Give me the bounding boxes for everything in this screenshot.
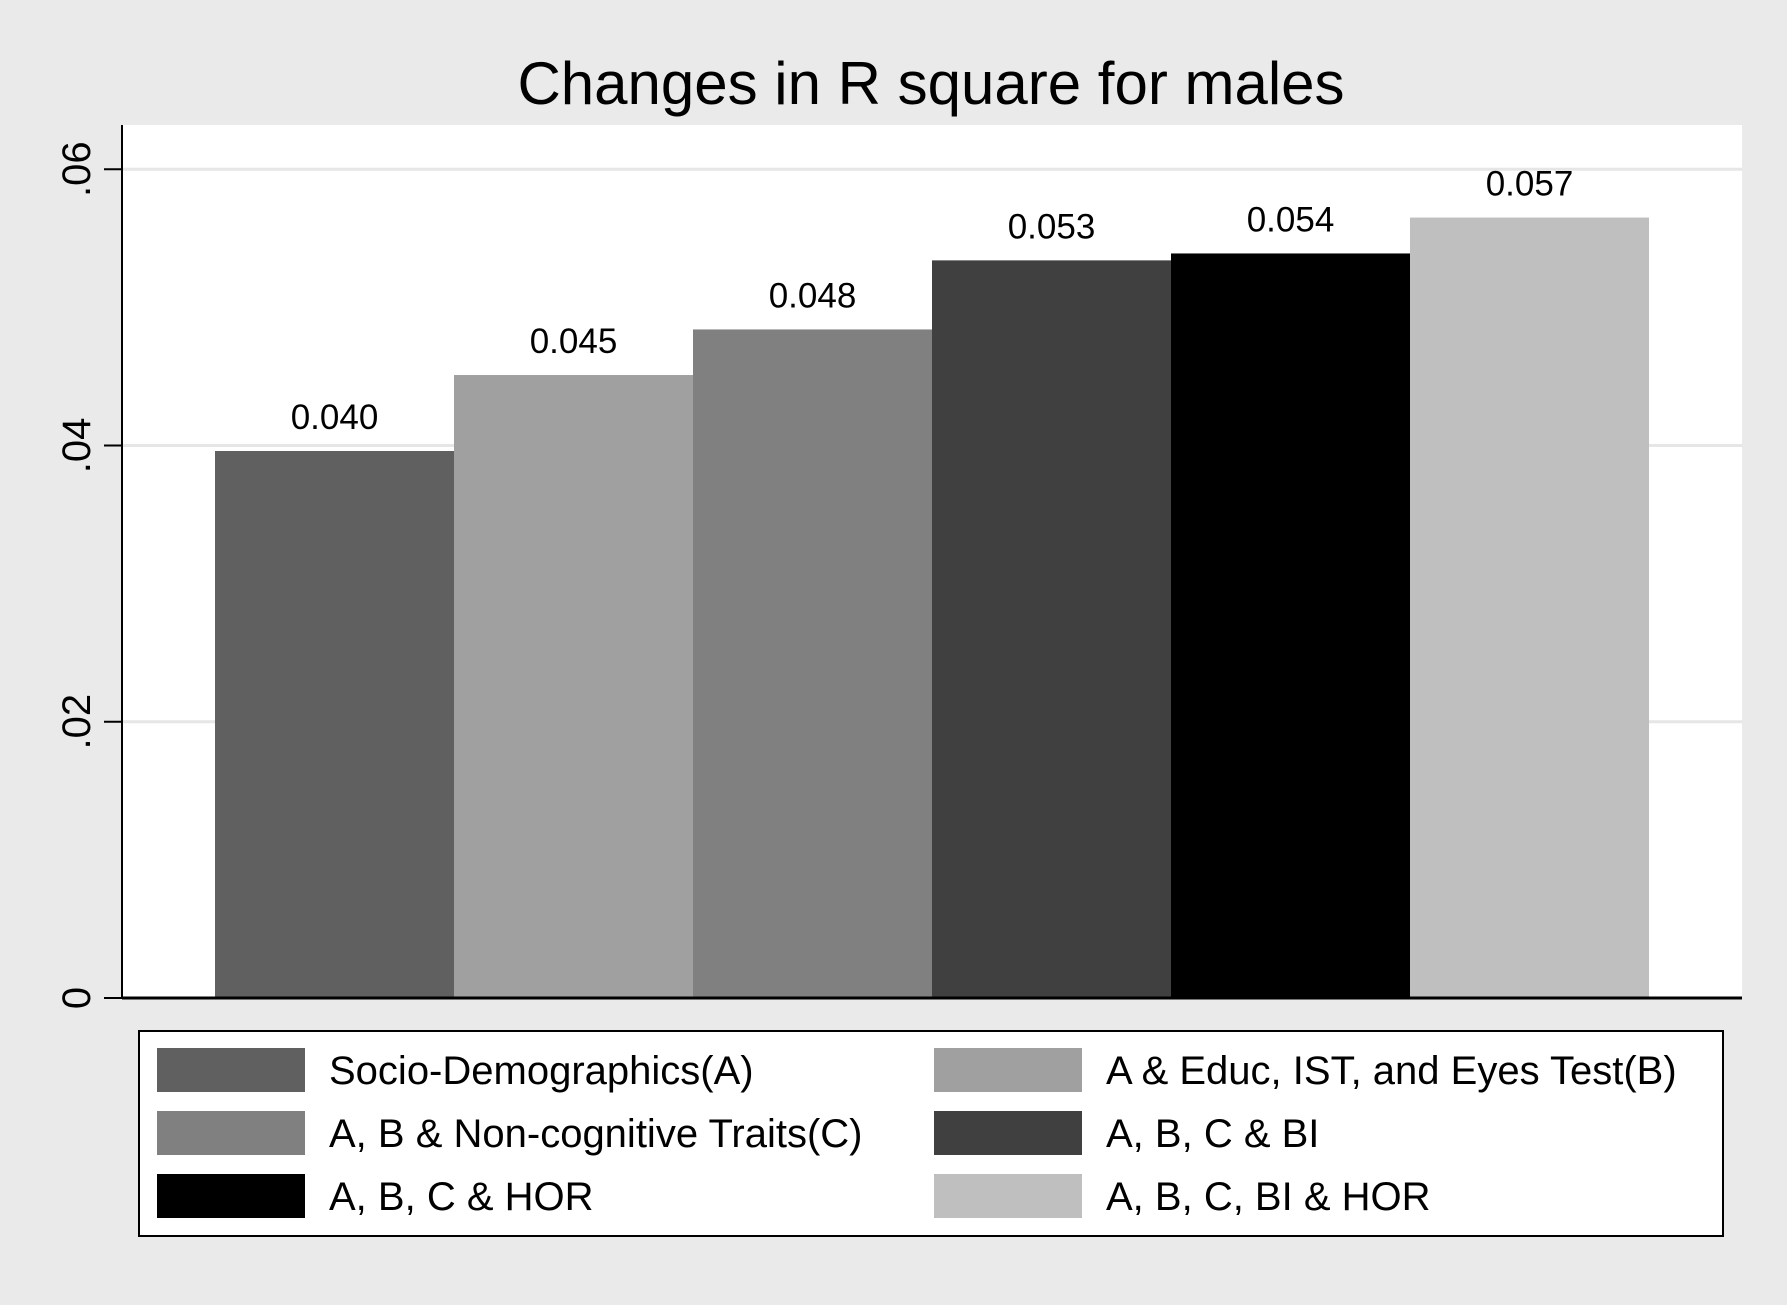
bar	[932, 260, 1171, 998]
legend-label: A, B, C & HOR	[329, 1175, 594, 1219]
legend-swatch	[157, 1174, 305, 1218]
bar-value-label: 0.048	[769, 276, 857, 315]
legend-swatch	[934, 1048, 1082, 1092]
bar-value-label: 0.057	[1486, 165, 1574, 204]
legend-swatch	[157, 1111, 305, 1155]
bar-value-label: 0.054	[1247, 200, 1335, 239]
legend-label: A, B & Non-cognitive Traits(C)	[329, 1112, 863, 1156]
legend-label: A, B, C & BI	[1106, 1112, 1319, 1156]
legend: Socio-Demographics(A) A & Educ, IST, and …	[138, 1030, 1724, 1237]
bars	[215, 217, 1649, 999]
bar-value-label: 0.053	[1008, 207, 1096, 246]
chart-title: Changes in R square for males	[517, 50, 1344, 117]
data-labels: 0.040 0.045 0.048 0.053 0.054 0.057	[291, 165, 1574, 437]
axes: 0 .02 .04 .06	[55, 125, 1742, 1009]
y-tick-label: .02	[55, 694, 99, 750]
y-tick-label: .06	[55, 141, 99, 197]
bar	[693, 329, 932, 998]
legend-swatch	[934, 1111, 1082, 1155]
legend-label: Socio-Demographics(A)	[329, 1049, 754, 1093]
bar	[1410, 217, 1649, 998]
bar	[215, 450, 454, 999]
legend-label: A & Educ, IST, and Eyes Test(B)	[1106, 1049, 1677, 1093]
bar-value-label: 0.040	[291, 398, 379, 437]
legend-box	[138, 1030, 1724, 1237]
bar-value-label: 0.045	[530, 322, 618, 361]
legend-label: A, B, C, BI & HOR	[1106, 1175, 1431, 1219]
y-tick-label: .04	[55, 418, 99, 474]
legend-swatch	[157, 1048, 305, 1092]
bar	[1171, 253, 1410, 998]
bar	[454, 375, 693, 998]
y-tick-label: 0	[55, 987, 99, 1009]
legend-swatch	[934, 1174, 1082, 1218]
